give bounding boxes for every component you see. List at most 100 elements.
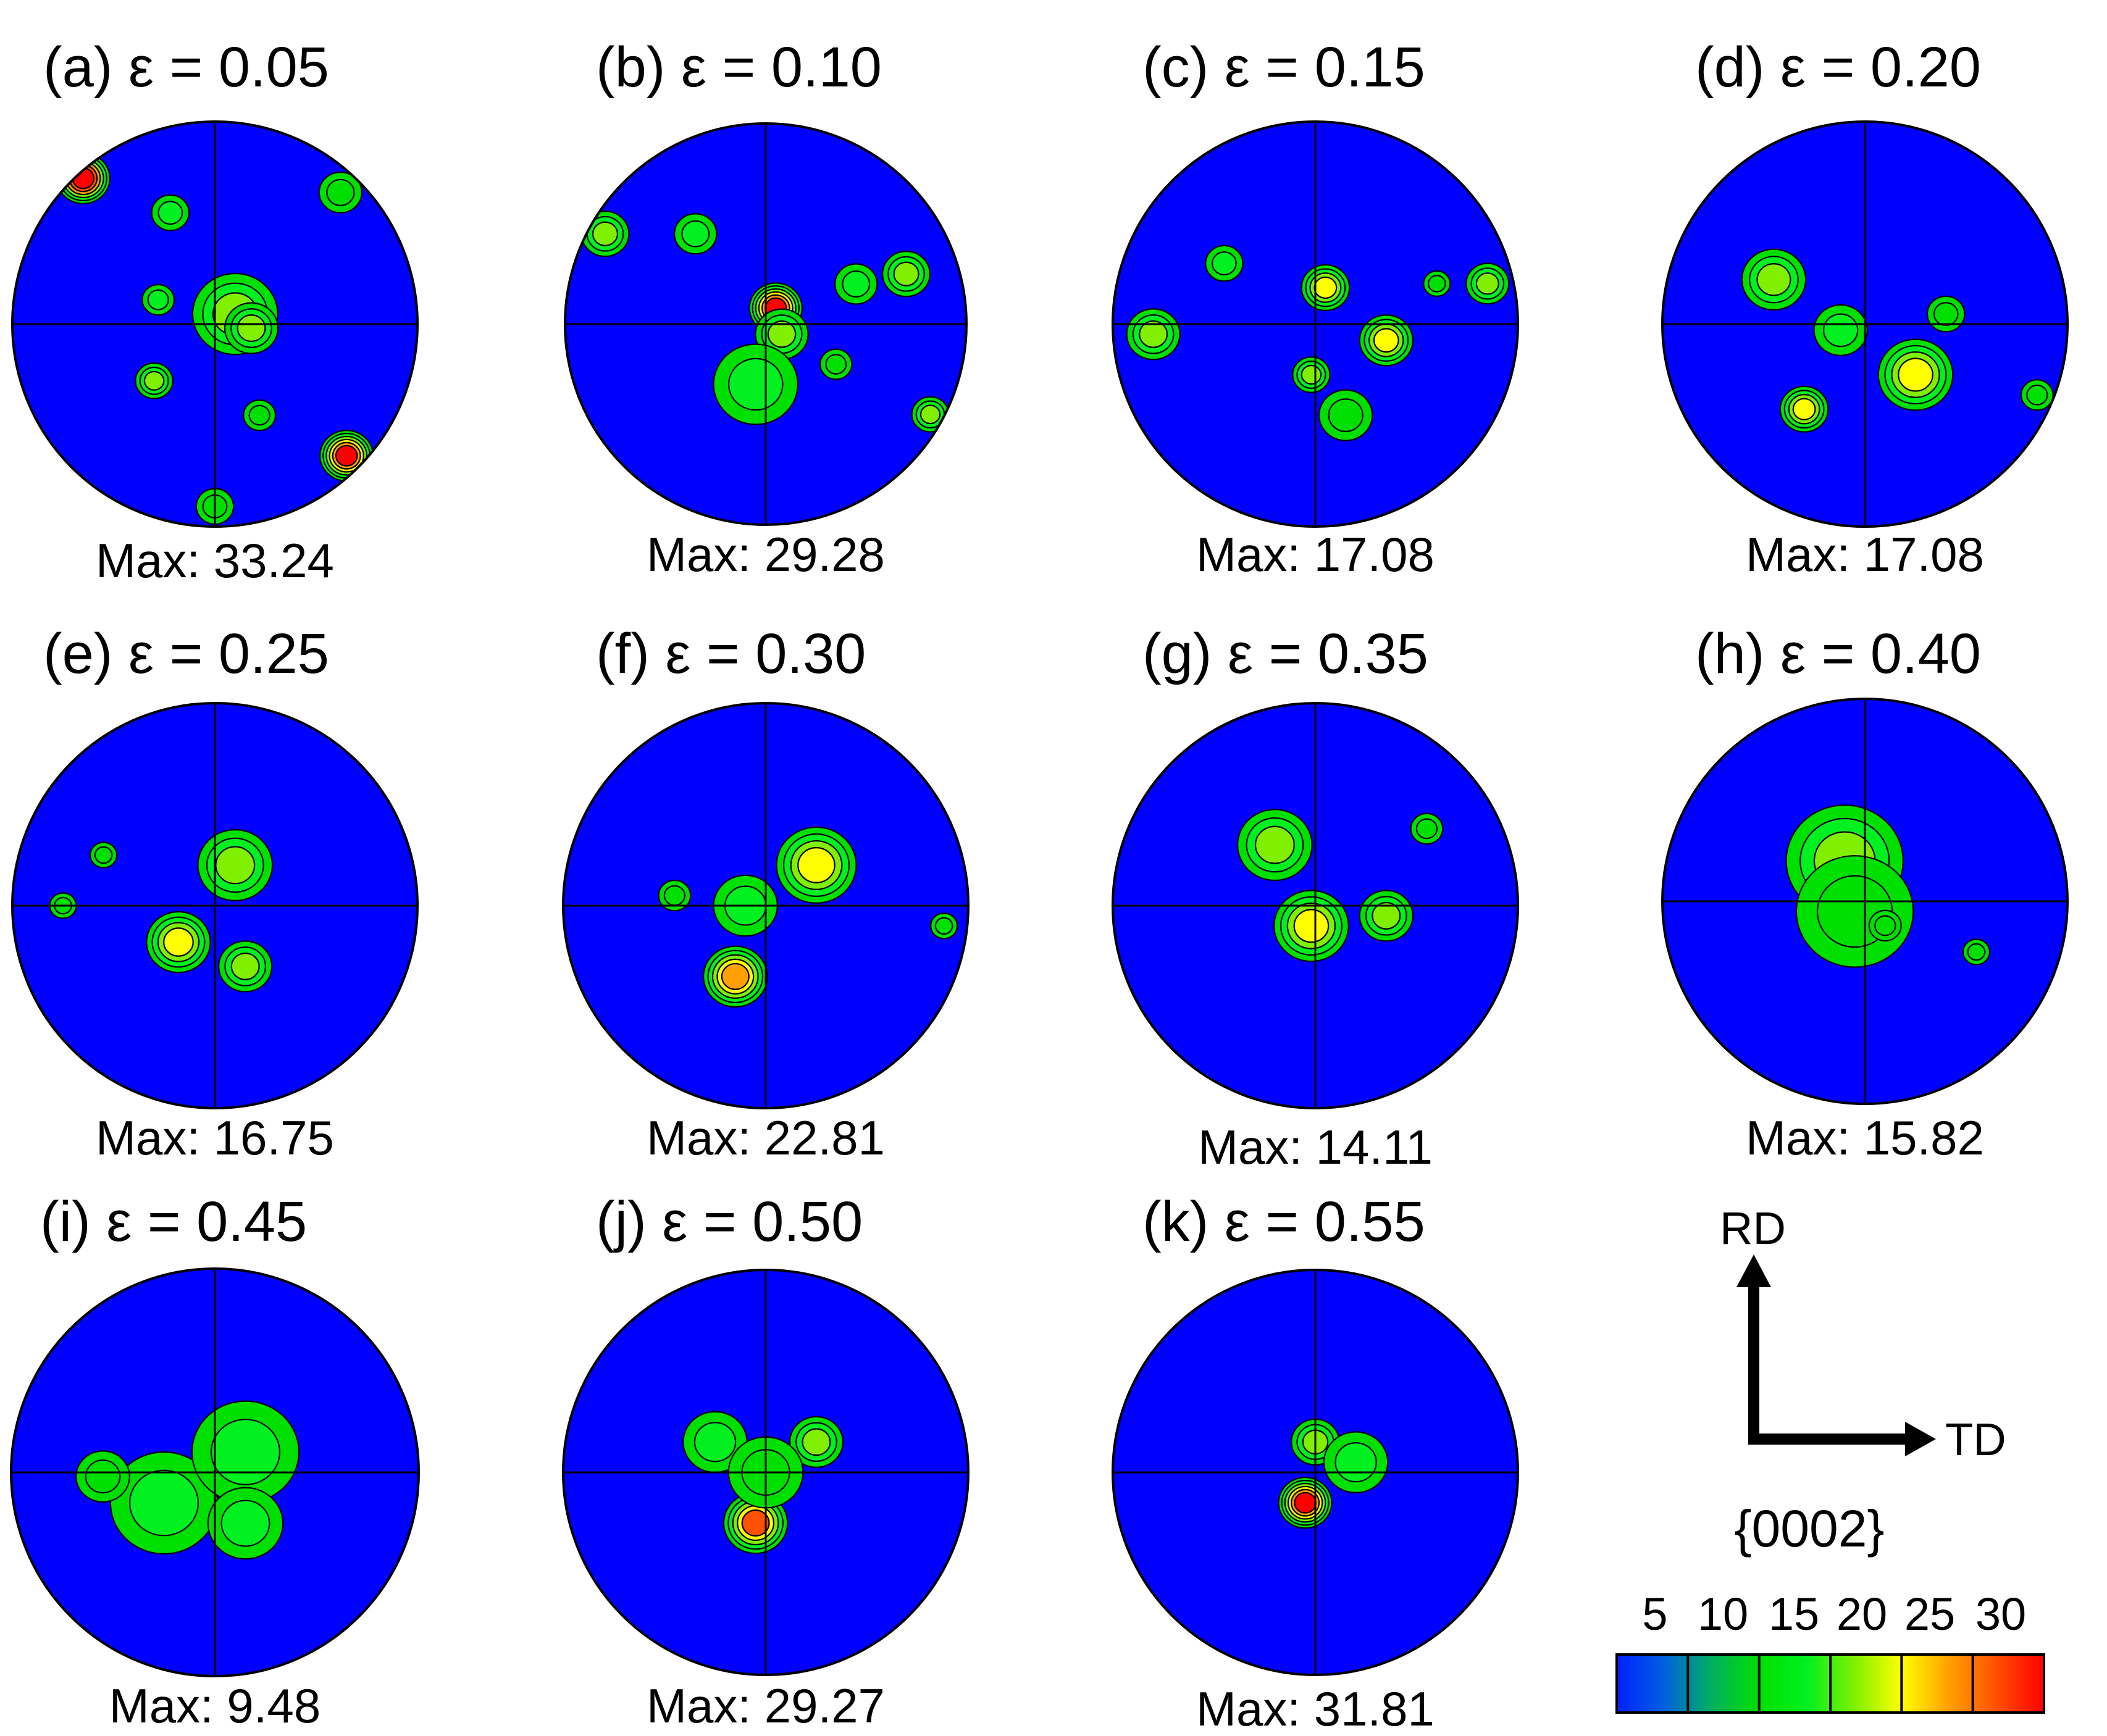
intensity-contour [1254,825,1295,864]
intensity-contour [681,220,710,248]
pole-figure-max: Max: 15.82 [1746,1111,1984,1165]
colorbar: 5 10 15 20 25 30 [1615,1588,2045,1714]
intensity-contour [842,270,871,298]
colorbar-tick-20: 20 [1837,1588,1887,1640]
intensity-contour [1933,302,1959,327]
pole-figure-outline [10,1267,420,1677]
intensity-contour [1756,263,1791,296]
intensity-contour [326,178,355,206]
intensity-contour [721,962,750,990]
pole-figure-plot [10,1267,420,1677]
colorbar-dividers [1686,1655,1974,1713]
intensity-contour [1301,364,1322,385]
pole-figure-label: (d) ε = 0.20 [1695,36,1981,99]
intensity-contour [94,846,113,864]
pole-figure-max: Max: 17.08 [1196,527,1435,582]
colorbar-tick-15: 15 [1769,1588,1819,1640]
intensity-contour [220,1500,270,1547]
intensity-field [580,211,950,433]
intensity-contour [215,846,256,885]
intensity-contour [85,1459,121,1494]
intensity-contour [767,320,797,348]
intensity-contour [1415,818,1438,840]
rd-label: RD [1720,1203,1786,1254]
intensity-contour [1372,901,1401,930]
pole-figure-max: Max: 9.48 [109,1679,321,1733]
intensity-contour [335,444,358,467]
pole-figure-outline [1661,120,2069,528]
intensity-contour [1313,276,1338,299]
pole-figure-label: (j) ε = 0.50 [596,1190,863,1253]
rd-arrow-head [1736,1254,1771,1287]
intensity-contour [727,357,784,411]
intensity-contour [693,1422,737,1463]
pole-figure-b: (b) ε = 0.10 Max: 29.28 [564,36,968,582]
intensity-contour [163,927,194,957]
pole-figure-plot [1661,120,2069,528]
intensity-field [682,1411,844,1554]
intensity-contour [919,404,941,425]
pole-figure-label: (g) ε = 0.35 [1142,622,1428,685]
pole-figure-label: (a) ε = 0.05 [43,36,329,99]
pole-figure-d: (d) ε = 0.20 Max: 17.08 [1661,36,2069,582]
pole-figure-i: (i) ε = 0.45 Max: 9.48 [10,1190,420,1733]
pole-figure-f: (f) ε = 0.30 Max: 22.81 [562,622,970,1165]
intensity-contour [1373,328,1399,353]
plane-label: {0002} [1735,1500,1885,1558]
intensity-contour [1874,915,1896,937]
pole-figure-outline [1661,698,2069,1105]
colorbar-tick-10: 10 [1698,1588,1748,1640]
colorbar-tick-25: 25 [1904,1588,1955,1640]
pole-figure-max: Max: 31.81 [1196,1682,1435,1736]
td-label: TD [1945,1414,2006,1465]
intensity-contour [1822,313,1859,348]
intensity-contour [1427,275,1446,293]
pole-figure-k: (k) ε = 0.55 Max: 31.81 [1112,1190,1519,1736]
intensity-contour [934,917,953,935]
intensity-contour [147,289,169,311]
intensity-contour [237,314,266,342]
intensity-contour [893,261,919,286]
pole-figure-j: (j) ε = 0.50 Max: 29.27 [562,1190,970,1733]
colorbar-tick-5: 5 [1642,1588,1667,1640]
intensity-contour [1898,357,1933,392]
intensity-contour [1212,251,1237,276]
intensity-contour [797,847,836,883]
intensity-contour [592,221,619,246]
intensity-contour [1328,398,1363,432]
pole-figure-outline [564,122,968,526]
intensity-contour [128,1469,199,1537]
pole-figure-max: Max: 14.11 [1198,1120,1433,1174]
intensity-contour [230,952,260,980]
intensity-field [49,828,274,993]
pole-figure-plot [1661,698,2069,1105]
intensity-contour [1792,398,1816,420]
intensity-contour [157,201,183,225]
intensity-contour [248,404,270,426]
intensity-contour [210,1419,281,1485]
pole-figure-max: Max: 16.75 [96,1111,334,1165]
pole-figure-label: (f) ε = 0.30 [596,622,866,685]
pole-figure-plot [11,120,419,528]
pole-figure-label: (c) ε = 0.15 [1142,36,1425,99]
pole-figure-max: Max: 17.08 [1746,527,1984,582]
intensity-contour [2026,384,2048,406]
pole-figure-c: (c) ε = 0.15 Max: 17.08 [1112,36,1519,582]
pole-figure-plot [11,702,419,1109]
pole-figure-label: (h) ε = 0.40 [1695,622,1981,685]
pole-figure-outline [1112,120,1519,528]
pole-figure-e: (e) ε = 0.25 Max: 16.75 [11,622,419,1165]
pole-figure-max: Max: 33.24 [96,533,334,588]
td-arrow-head [1905,1422,1936,1456]
intensity-field [1741,248,2054,433]
pole-figure-max: Max: 29.28 [647,527,885,582]
pole-figure-plot [1112,702,1519,1109]
intensity-contour [1967,943,1986,961]
intensity-contour [802,1428,831,1456]
pole-figure-label: (b) ε = 0.10 [596,36,882,99]
pole-figure-label: (k) ε = 0.55 [1142,1190,1425,1253]
pole-figure-max: Max: 29.27 [647,1679,885,1733]
intensity-field [75,1400,300,1560]
intensity-contour [741,1509,770,1537]
